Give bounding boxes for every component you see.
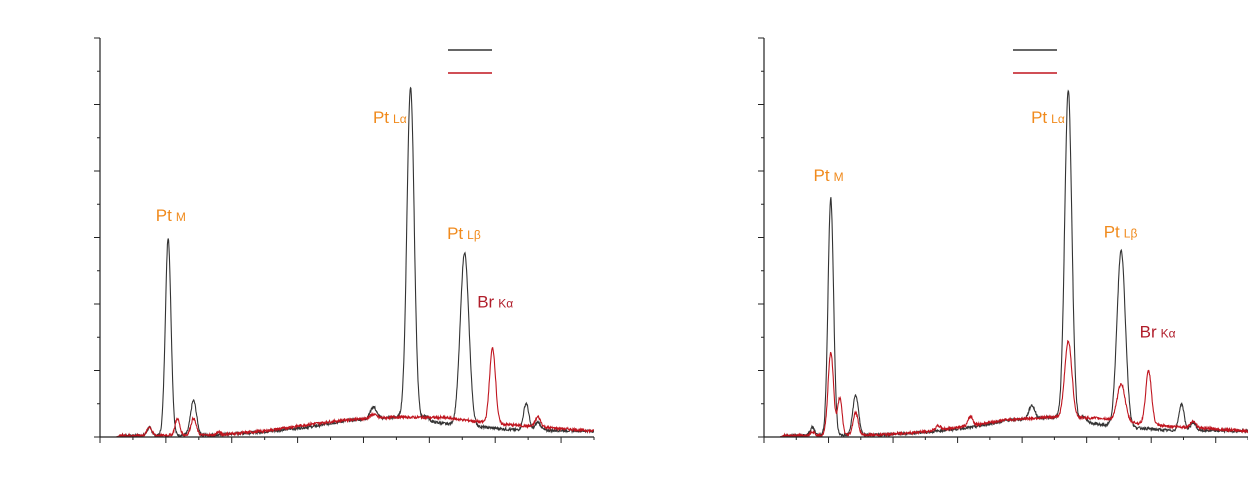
- peak-label: Pt M: [814, 166, 844, 185]
- peak-label: Pt Lα: [1031, 108, 1065, 127]
- series-line-used: [116, 346, 594, 437]
- peak-label: Pt Lβ: [447, 224, 481, 243]
- peak-label: Pt M: [156, 206, 186, 225]
- peak-label-element: Pt: [447, 224, 463, 243]
- peak-label-element: Br: [1140, 322, 1157, 341]
- chart-panel-b: Pt M Pt Lα Pt Lβ Br Kα: [758, 37, 1248, 443]
- series-line-new: [116, 86, 594, 437]
- peak-label-element: Pt: [1104, 223, 1120, 242]
- peak-label-line: M: [176, 210, 186, 224]
- peak-label-line: Kα: [498, 296, 513, 310]
- peak-label-line: Lα: [393, 112, 407, 126]
- peak-label-element: Pt: [1031, 108, 1047, 127]
- peak-label: Pt Lβ: [1104, 223, 1138, 242]
- legend: [448, 49, 492, 74]
- peak-label-line: Lα: [1051, 112, 1065, 126]
- peak-label-line: Lβ: [467, 228, 481, 242]
- peak-label-line: Lβ: [1124, 227, 1138, 241]
- chart-panel-a: Pt M Pt Lα Pt Lβ Br Kα: [94, 37, 595, 443]
- peak-label-element: Br: [477, 292, 494, 311]
- peak-label-element: Pt: [814, 166, 830, 185]
- peak-label-element: Pt: [156, 206, 172, 225]
- series-line-used: [779, 339, 1248, 437]
- legend: [1013, 49, 1057, 74]
- peak-label-line: Kα: [1161, 326, 1176, 340]
- series-line-new: [779, 89, 1248, 437]
- peak-label: Br Kα: [477, 292, 513, 311]
- peak-label-line: M: [834, 170, 844, 184]
- peak-label-element: Pt: [373, 108, 389, 127]
- peak-label: Pt Lα: [373, 108, 407, 127]
- peak-label: Br Kα: [1140, 322, 1176, 341]
